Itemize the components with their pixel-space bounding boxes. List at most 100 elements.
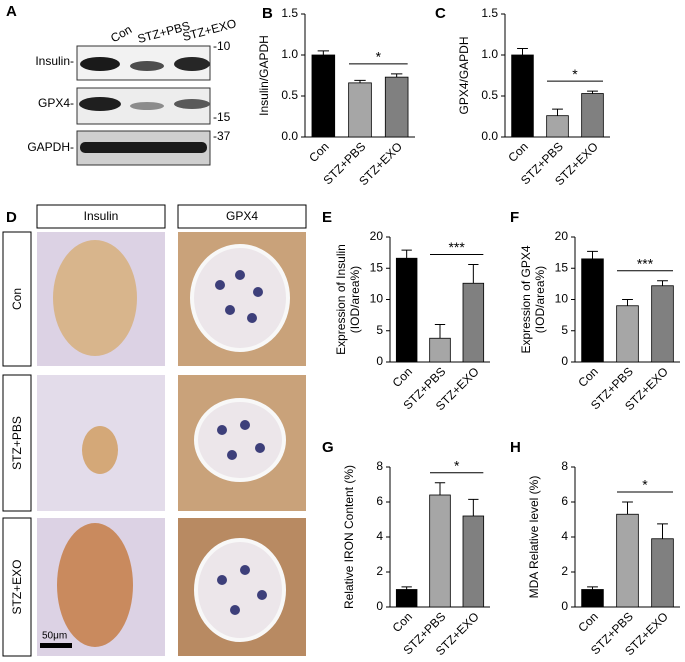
bar [651,285,674,363]
y-axis-label: Relative IRON Content (%) [342,465,356,609]
y-tick-label: 8 [376,459,383,473]
panel-letter: C [435,5,446,22]
y-tick-label: 5 [561,323,568,337]
y-tick-label: 0.0 [481,129,498,143]
blot-strip [76,45,211,166]
error-bar [517,47,528,55]
y-tick-label: 4 [376,529,383,543]
y-tick-label: 4 [561,529,568,543]
y-tick-label: 20 [555,229,569,243]
panel-letter: H [510,439,521,456]
bar [581,93,604,138]
y-axis-label: Expression of GPX4 [519,245,533,353]
y-tick-label: 0.0 [281,129,298,143]
significance-label: * [642,477,648,493]
column-header-box [36,204,166,229]
bar [429,337,451,363]
x-tick-label: Con [390,364,415,389]
error-bar [587,586,598,590]
band-label: Insulin- [35,54,74,68]
band-label: GAPDH- [27,140,74,154]
y-tick-label: 1.5 [481,6,498,20]
error-bar [390,73,403,78]
panel-letter: A [6,3,17,20]
column-header-box [177,204,307,229]
x-tick-label: Con [505,139,530,164]
bar [581,589,604,608]
error-bar [434,482,446,495]
y-tick-label: 10 [555,292,569,306]
bar [395,589,418,608]
panel-letter: B [262,5,273,22]
y-axis-label: Expression of Insulin [334,244,348,355]
x-tick-label: Con [390,609,415,634]
y-axis-label: GPX4/GAPDH [457,36,471,114]
y-axis-label: Insulin/GAPDH [257,35,271,116]
significance-label: * [454,457,460,473]
mw-marker: -37 [213,129,231,143]
significance-label: * [376,49,382,65]
y-tick-label: 1.5 [281,6,298,20]
y-tick-label: 0 [376,354,383,368]
bar [348,82,372,138]
row-header: STZ+PBS [10,416,24,470]
y-tick-label: 5 [376,323,383,337]
y-tick-label: 1.0 [281,47,298,61]
column-header: Insulin [84,209,119,223]
error-bar [587,90,598,94]
y-axis-label: MDA Relative level (%) [527,476,541,599]
error-bar [401,249,412,259]
x-tick-label: Con [306,139,331,164]
y-tick-label: 0 [376,599,383,613]
bar [429,494,451,608]
bar [462,282,485,363]
error-bar [552,108,563,116]
significance-label: * [572,66,578,82]
panel-letter: E [322,209,332,226]
row-header: STZ+EXO [10,559,24,614]
row-header-box [2,374,32,512]
x-tick-label: Con [575,364,600,389]
y-tick-label: 6 [376,494,383,508]
bar [384,76,409,138]
y-tick-label: 0.5 [481,88,498,102]
y-tick-label: 10 [370,292,384,306]
mw-marker: -15 [213,110,231,124]
band-label: GPX4- [38,96,74,110]
error-bar [354,79,366,83]
y-tick-label: 0 [561,599,568,613]
y-axis-label: (IOD/area%) [533,266,547,333]
panel-letter: D [6,209,17,226]
bar [651,538,674,608]
error-bar [657,280,668,286]
panel-letter: F [510,209,519,226]
y-tick-label: 6 [561,494,568,508]
error-bar [317,50,330,55]
bar [581,258,604,363]
y-axis-label: (IOD/area%) [348,266,362,333]
column-header: GPX4 [226,209,258,223]
bar [311,54,336,138]
micrograph [37,232,306,656]
bar [511,54,534,138]
row-header: Con [10,288,24,310]
y-tick-label: 2 [561,564,568,578]
lane-label: Con [108,22,134,45]
error-bar [468,264,479,284]
y-tick-label: 0.5 [281,88,298,102]
scale-bar-label: 50μm [42,631,67,642]
mw-marker: -10 [213,39,231,53]
bar [546,115,569,138]
significance-label: *** [637,255,654,271]
error-bar [401,586,412,590]
y-tick-label: 1.0 [481,47,498,61]
row-header-box [2,231,32,367]
error-bar [622,299,633,306]
error-bar [657,523,668,539]
bar [462,515,485,608]
bar [395,257,418,363]
panel-letter: G [322,439,334,456]
significance-label: *** [448,239,465,255]
error-bar [622,501,633,515]
